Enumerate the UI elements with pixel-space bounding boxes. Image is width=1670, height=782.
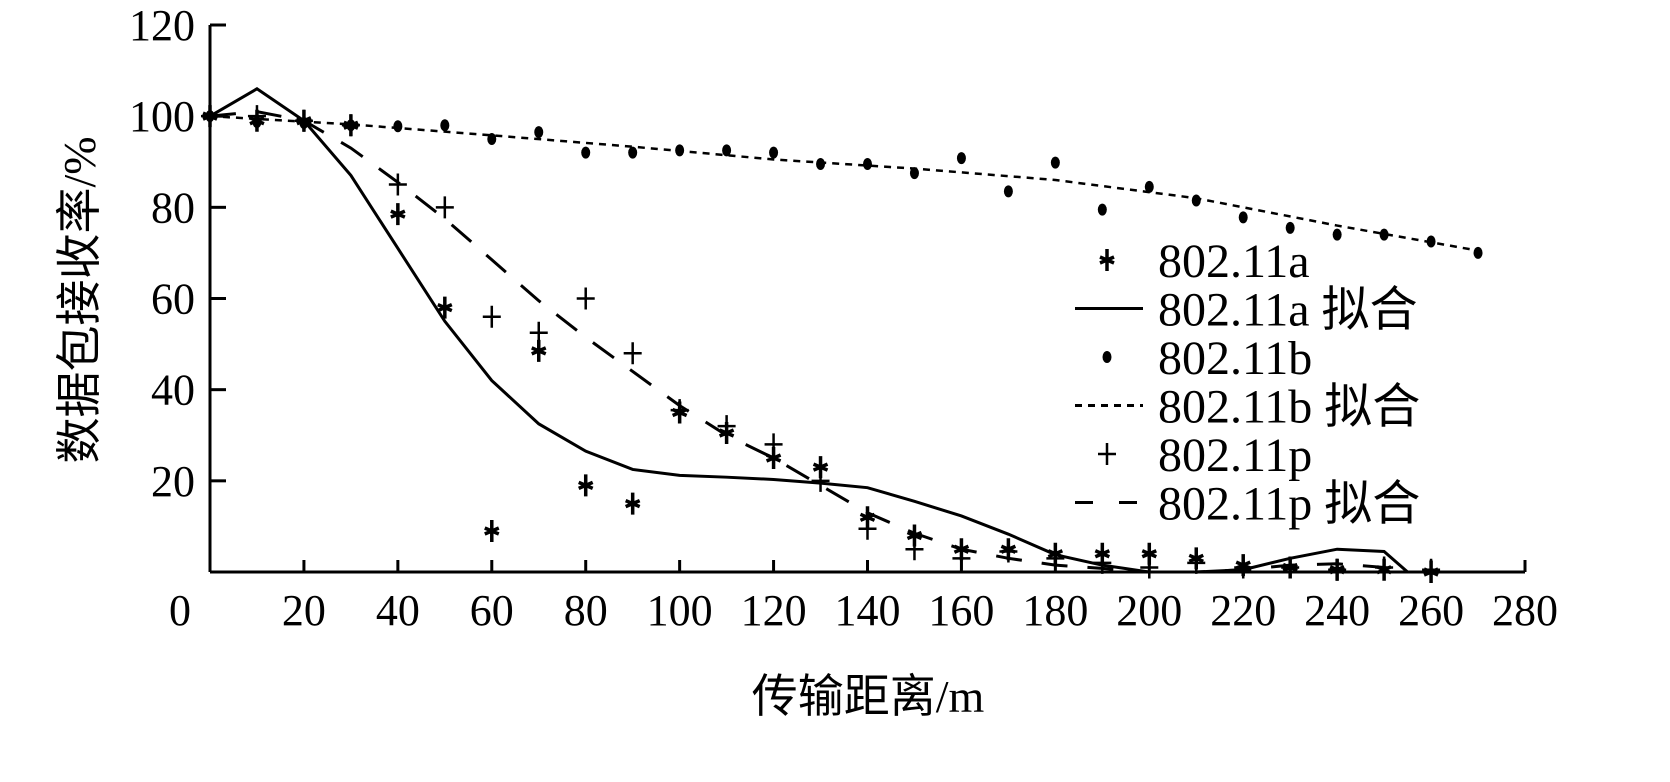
data-point bbox=[1422, 558, 1441, 581]
legend-label: 802.11b bbox=[1158, 332, 1312, 385]
y-tick-label: 60 bbox=[151, 275, 195, 324]
data-point bbox=[1187, 551, 1206, 574]
data-point bbox=[341, 114, 360, 137]
data-point bbox=[435, 196, 454, 219]
data-point bbox=[863, 158, 872, 171]
y-axis-label: 数据包接收率/% bbox=[54, 136, 105, 463]
legend-marker bbox=[1098, 443, 1116, 465]
data-point bbox=[1234, 556, 1253, 579]
data-point bbox=[576, 287, 595, 310]
legend-label: 802.11b 拟合 bbox=[1158, 381, 1420, 434]
data-point bbox=[1285, 221, 1295, 234]
data-point bbox=[952, 547, 971, 570]
data-point bbox=[440, 119, 450, 132]
x-tick-label: 100 bbox=[647, 586, 713, 635]
data-point bbox=[858, 517, 877, 540]
data-point bbox=[624, 492, 641, 515]
y-tick-label: 100 bbox=[129, 92, 195, 141]
data-point bbox=[1097, 203, 1107, 216]
legend-label: 802.11a bbox=[1158, 235, 1310, 288]
legend-label: 802.11p bbox=[1158, 429, 1312, 482]
data-point bbox=[487, 132, 497, 145]
data-point bbox=[437, 296, 453, 319]
data-point bbox=[717, 415, 736, 438]
data-point bbox=[393, 120, 403, 133]
x-tick-label: 160 bbox=[928, 586, 994, 635]
data-point bbox=[769, 146, 779, 159]
y-tick-label: 40 bbox=[151, 366, 195, 415]
data-point bbox=[1328, 558, 1347, 581]
plot-area bbox=[201, 87, 1483, 583]
data-point bbox=[1281, 556, 1300, 579]
x-tick-label: 280 bbox=[1492, 586, 1558, 635]
series-802.11p bbox=[201, 105, 1441, 581]
x-tick-label: 120 bbox=[741, 586, 807, 635]
x-tick-label: 0 bbox=[169, 586, 191, 635]
y-tick-label: 80 bbox=[151, 183, 195, 232]
data-point bbox=[811, 469, 830, 492]
data-point bbox=[956, 152, 966, 165]
x-tick-label: 260 bbox=[1398, 586, 1464, 635]
data-point bbox=[623, 342, 642, 365]
data-point bbox=[390, 203, 406, 226]
data-point bbox=[1003, 185, 1013, 198]
axes: 20 40 60 80 100 120 0 20 40 60 80 100 120 140 160 180 20… bbox=[129, 1, 1558, 635]
x-tick-label: 80 bbox=[564, 586, 608, 635]
x-tick-label: 220 bbox=[1210, 586, 1276, 635]
y-tick-label: 20 bbox=[151, 457, 195, 506]
legend-marker bbox=[1102, 351, 1112, 363]
series-line bbox=[209, 114, 1479, 252]
x-tick-label: 40 bbox=[376, 586, 420, 635]
data-point bbox=[1473, 246, 1483, 259]
x-tick-label: 60 bbox=[470, 586, 514, 635]
data-point bbox=[1379, 228, 1389, 241]
data-point bbox=[578, 474, 594, 497]
data-point bbox=[247, 105, 266, 128]
y-tick-label: 120 bbox=[129, 1, 195, 50]
series-802.11b-拟合 bbox=[209, 114, 1479, 252]
data-point bbox=[816, 158, 826, 171]
x-axis-label: 传输距离/m bbox=[752, 671, 985, 722]
data-point bbox=[482, 305, 501, 328]
data-point bbox=[1050, 156, 1060, 169]
data-point bbox=[1332, 228, 1342, 241]
data-point bbox=[1144, 180, 1154, 193]
data-point bbox=[1140, 556, 1159, 579]
x-tick-label: 180 bbox=[1022, 586, 1088, 635]
data-point bbox=[764, 433, 783, 456]
x-tick-label: 240 bbox=[1304, 586, 1370, 635]
data-point bbox=[388, 173, 407, 196]
legend-marker bbox=[1099, 249, 1115, 271]
series-line bbox=[209, 110, 1408, 574]
x-tick-label: 200 bbox=[1116, 586, 1182, 635]
data-point bbox=[1191, 194, 1201, 207]
data-point bbox=[484, 519, 500, 542]
data-point bbox=[529, 321, 548, 344]
x-tick-label: 20 bbox=[282, 586, 326, 635]
series-802.11p-拟合 bbox=[209, 110, 1408, 574]
data-point bbox=[628, 146, 638, 159]
data-point bbox=[722, 144, 732, 157]
x-tick-label: 140 bbox=[835, 586, 901, 635]
data-point bbox=[581, 146, 591, 159]
legend-label: 802.11a 拟合 bbox=[1158, 284, 1418, 337]
data-point bbox=[905, 538, 924, 561]
data-point bbox=[909, 167, 919, 180]
data-point bbox=[1238, 211, 1248, 224]
data-point bbox=[1093, 551, 1112, 574]
legend-label: 802.11p 拟合 bbox=[1158, 478, 1420, 531]
data-point bbox=[534, 126, 544, 139]
